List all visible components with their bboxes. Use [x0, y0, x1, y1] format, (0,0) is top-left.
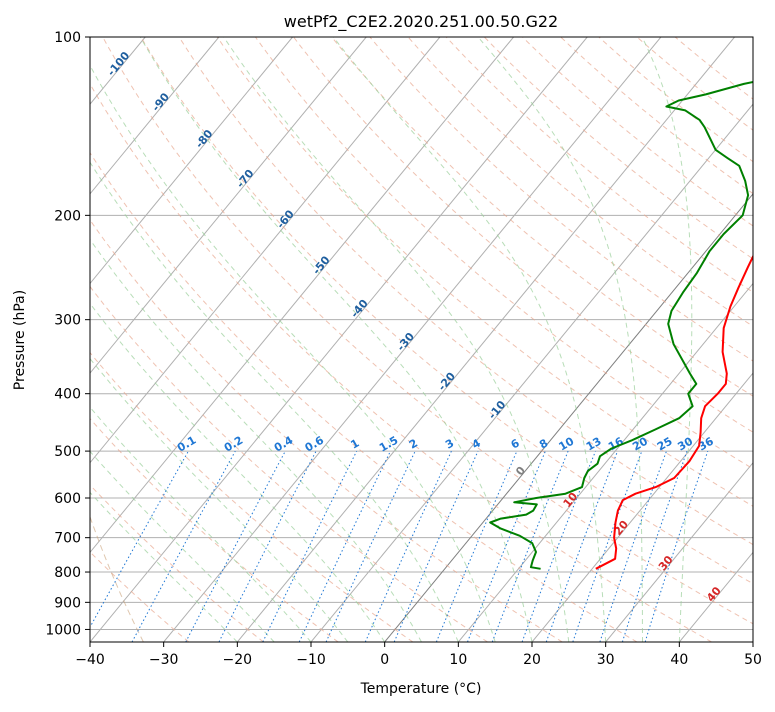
x-tick-label: −20 [223, 652, 253, 668]
y-tick-label: 600 [54, 491, 81, 507]
x-tick-label: 30 [597, 652, 615, 668]
y-tick-label: 1000 [45, 622, 81, 638]
x-tick-label: 20 [523, 652, 541, 668]
y-tick-label: 200 [54, 208, 81, 224]
y-tick-label: 900 [54, 595, 81, 611]
x-tick-label: −30 [149, 652, 179, 668]
y-tick-label: 400 [54, 387, 81, 403]
chart-title: wetPf2_C2E2.2020.251.00.50.G22 [284, 12, 558, 32]
y-tick-label: 300 [54, 313, 81, 329]
x-tick-label: −10 [296, 652, 326, 668]
y-tick-label: 700 [54, 531, 81, 547]
x-tick-label: −40 [75, 652, 105, 668]
x-tick-label: 10 [449, 652, 467, 668]
y-tick-label: 500 [54, 444, 81, 460]
x-axis-label: Temperature (°C) [360, 681, 482, 697]
x-tick-label: 50 [744, 652, 762, 668]
y-tick-label: 100 [54, 30, 81, 46]
y-tick-label: 800 [54, 565, 81, 581]
x-tick-label: 40 [670, 652, 688, 668]
x-tick-label: 0 [380, 652, 389, 668]
y-axis-label: Pressure (hPa) [12, 290, 28, 390]
